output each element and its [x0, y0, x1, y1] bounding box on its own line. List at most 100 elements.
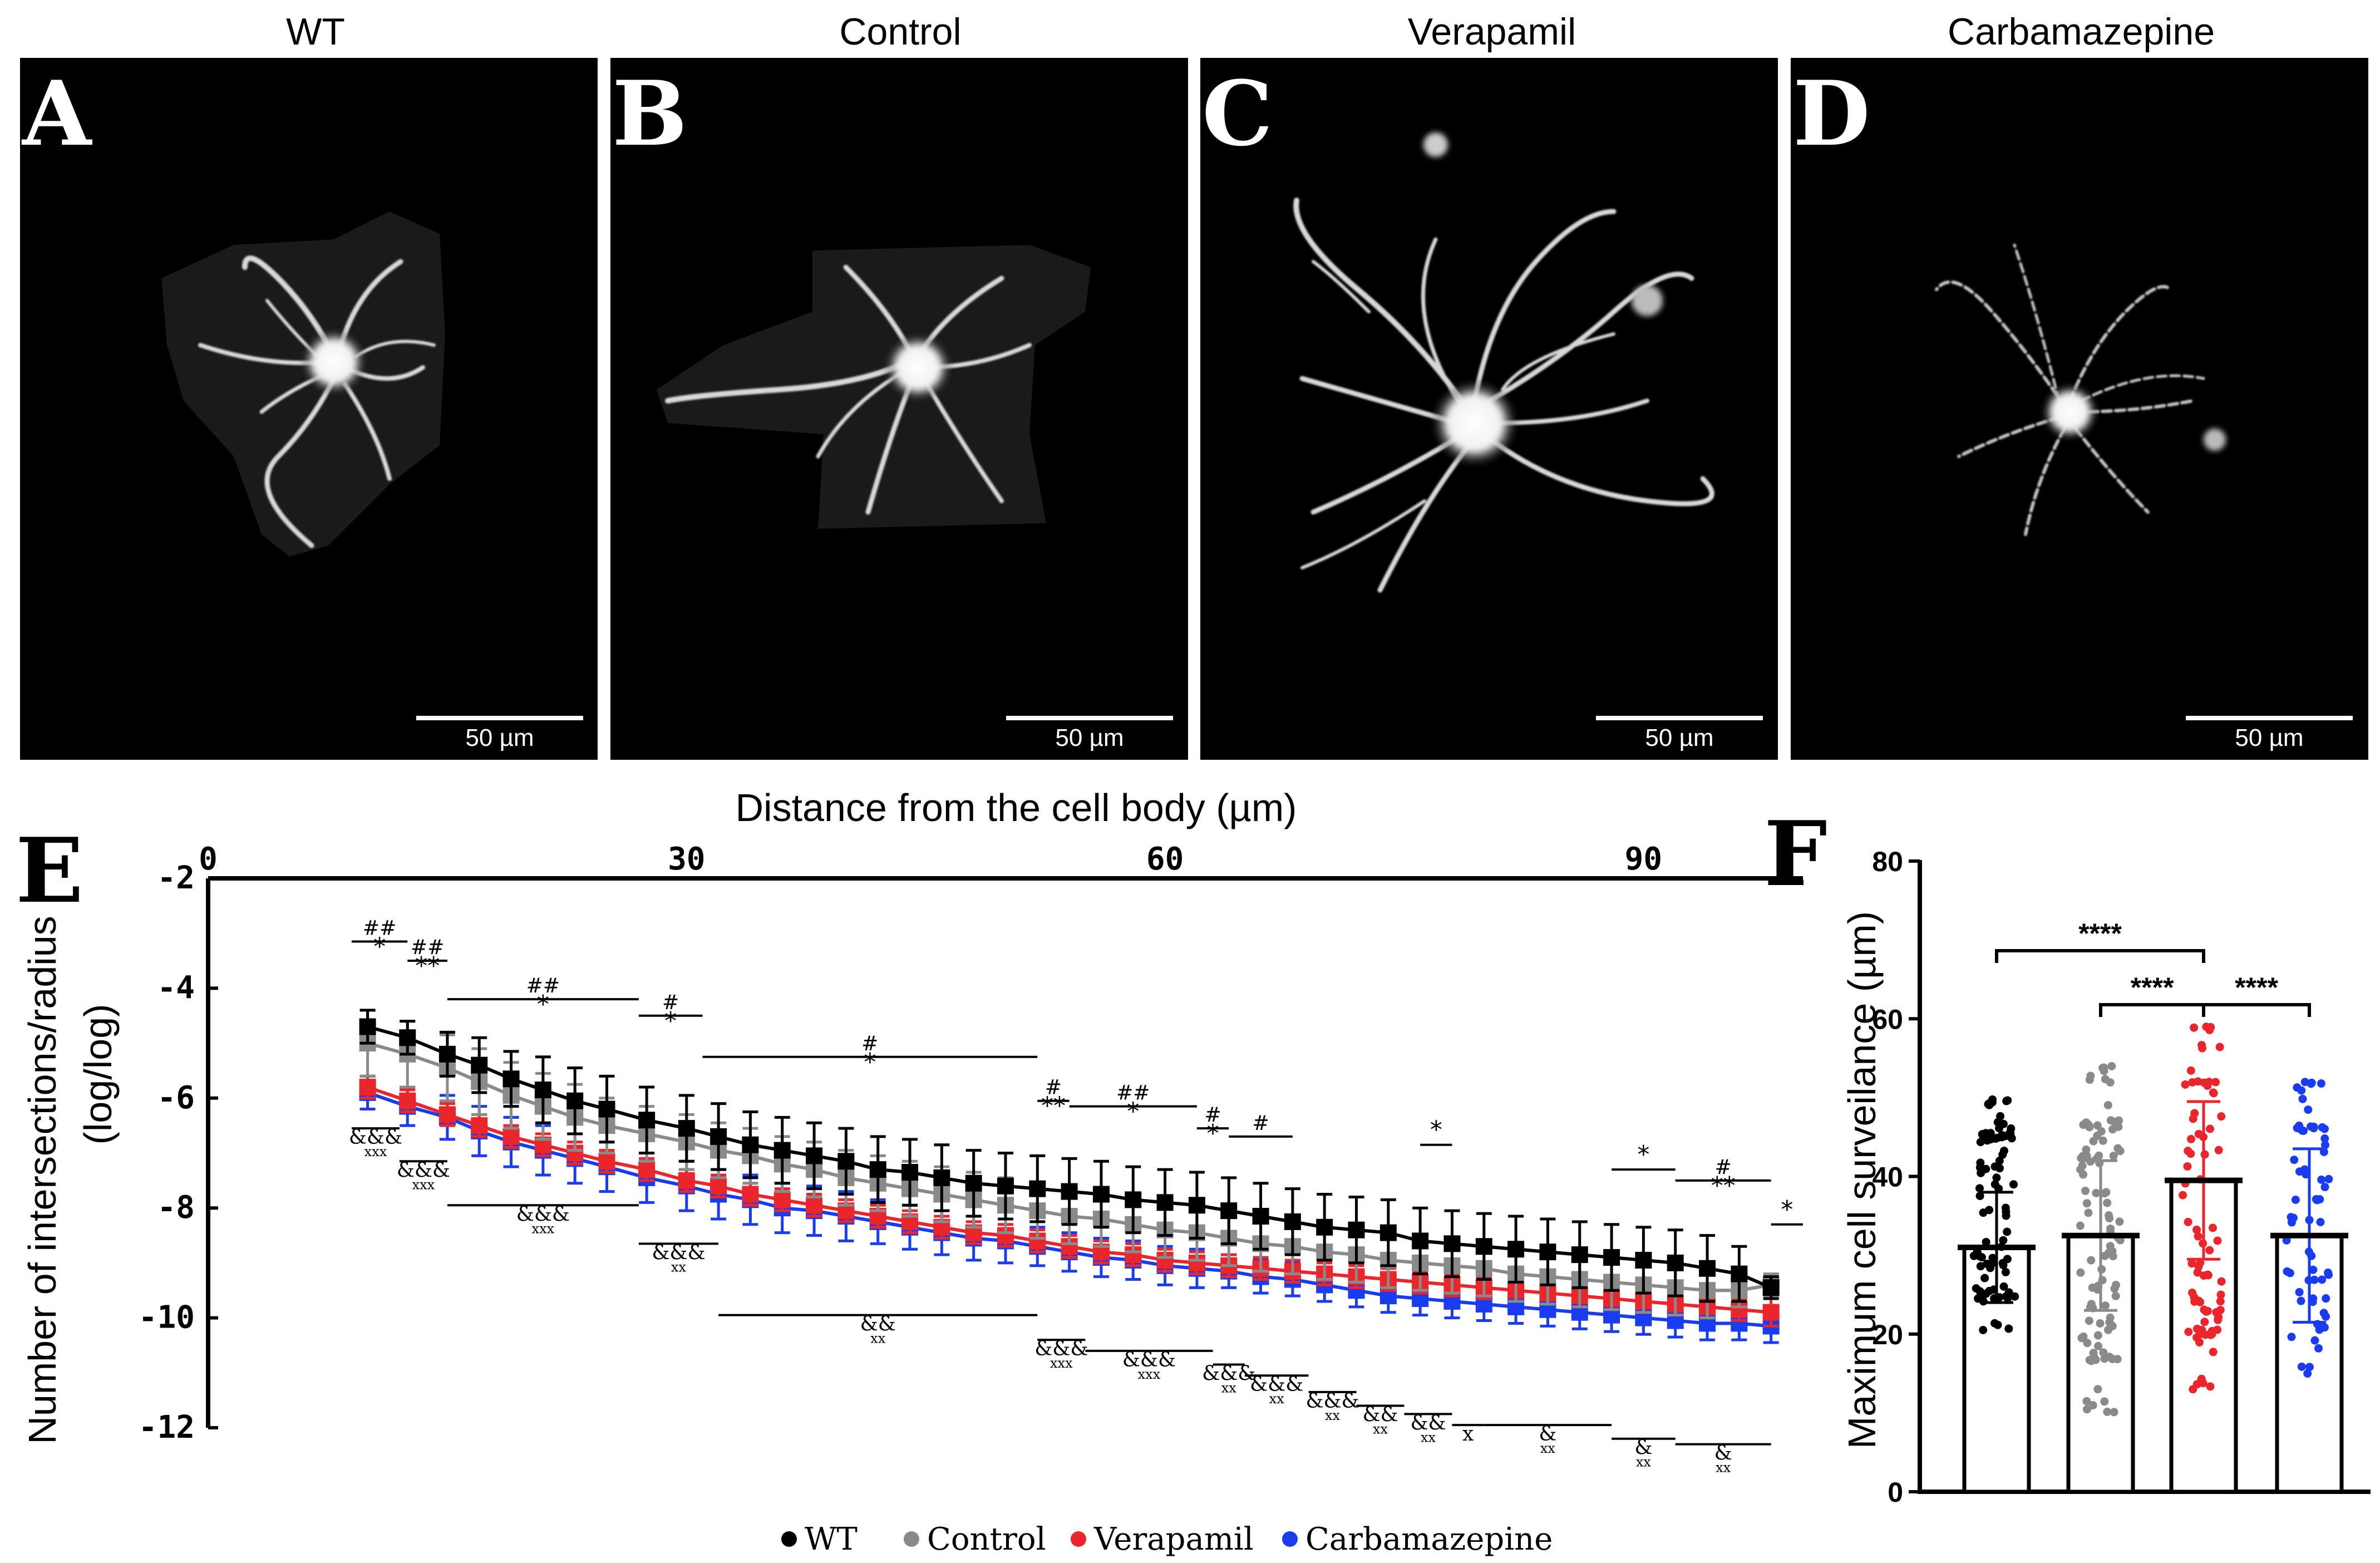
data-point [2297, 1296, 2305, 1305]
data-point [2104, 1325, 2113, 1334]
annotation-label: &&& [652, 1241, 705, 1264]
data-point [2089, 1349, 2098, 1358]
data-point [2303, 1369, 2312, 1378]
data-point [1999, 1282, 2008, 1291]
data-point [2184, 1328, 2193, 1336]
data-point [2082, 1145, 2091, 1154]
data-point [2088, 1401, 2097, 1410]
data-point [2305, 1363, 2314, 1372]
data-point [2108, 1354, 2117, 1363]
data-point [1985, 1099, 1994, 1108]
data-point [2002, 1211, 2011, 1220]
data-point [1980, 1274, 1989, 1282]
data-point [2324, 1174, 2333, 1183]
data-point [2093, 1331, 2102, 1340]
data-point [2011, 1292, 2019, 1301]
annotation-label: # [1252, 1112, 1269, 1135]
data-point [2115, 1217, 2124, 1226]
data-point [2189, 1385, 2197, 1394]
scale-label: 50 µm [2235, 724, 2303, 751]
data-point [2209, 1089, 2218, 1098]
data-point [1976, 1138, 1985, 1147]
annotation-label: # [1204, 1104, 1221, 1127]
data-point [2203, 1306, 2212, 1315]
panel-a-cell [161, 212, 445, 557]
data-point [2304, 1105, 2313, 1114]
data-point [2102, 1188, 2111, 1197]
data-point [2110, 1284, 2119, 1293]
data-point [2318, 1275, 2327, 1284]
annotation-label: xxx [364, 1144, 387, 1159]
data-point [2192, 1333, 2201, 1342]
panel-c-title: Verapamil [1408, 11, 1576, 53]
scale-label: 50 µm [465, 724, 534, 751]
significance-label: **** [2235, 972, 2278, 1003]
data-point [2098, 1064, 2107, 1073]
panel-c: Verapamil C 50 µm [1200, 11, 1778, 760]
annotation-label: # [861, 1033, 878, 1055]
significance-brackets: **** **** **** [1995, 918, 2311, 1017]
data-point [2194, 1232, 2202, 1241]
panel-e-chart: E Distance from the cell body (µm) Numbe… [16, 786, 1803, 1476]
data-point [2082, 1118, 2091, 1127]
data-point [2214, 1315, 2223, 1324]
data-point [2188, 1078, 2197, 1087]
data-point [2186, 1149, 2195, 1158]
data-point [2187, 1134, 2196, 1143]
legend-marker [904, 1531, 919, 1547]
y-tick-label: -6 [157, 1080, 195, 1116]
x-tick-label: 90 [1625, 841, 1662, 877]
data-point [2076, 1268, 2085, 1277]
y-axis-title-line1: Number of intersections/radius [21, 916, 64, 1444]
data-point [2107, 1061, 2116, 1070]
annotation-label: ** [1041, 1092, 1066, 1120]
bar-wt [1958, 1095, 2036, 1494]
legend-marker [781, 1531, 797, 1547]
annotation-label: * [373, 933, 386, 961]
y-tick-label: 60 [1872, 1004, 1903, 1035]
annotation-label: xx [870, 1331, 886, 1346]
data-point [1990, 1319, 1999, 1328]
data-point [2096, 1319, 2105, 1328]
significance-bracket [2099, 1003, 2205, 1017]
significance-annotations: ##* ##**##* #*#*#** ##* #* # ** #***&&&xxx&&&xx… [349, 917, 1803, 1476]
data-point [1990, 1162, 1999, 1171]
annotation-label: && [1362, 1404, 1398, 1427]
data-point [2206, 1382, 2215, 1391]
annotation-label: * [537, 990, 549, 1019]
data-point [2078, 1152, 2087, 1161]
data-point [2186, 1066, 2195, 1075]
data-point [2002, 1097, 2011, 1105]
significance-label: **** [2131, 972, 2174, 1003]
data-point [2076, 1221, 2085, 1230]
data-point [2110, 1117, 2119, 1126]
bar-control [2062, 1061, 2140, 1494]
data-point [2298, 1094, 2307, 1103]
data-point [1998, 1150, 2007, 1159]
panel-a: WT A 50 µm [20, 11, 598, 760]
data-point [2197, 1374, 2206, 1383]
panel-a-title: WT [286, 11, 345, 53]
data-point [2105, 1318, 2114, 1327]
data-point [1975, 1252, 1984, 1261]
data-point [2197, 1041, 2206, 1050]
data-point [2099, 1348, 2108, 1357]
data-point [2094, 1341, 2103, 1350]
data-point [2197, 1325, 2206, 1334]
annotation-label: xxx [1050, 1355, 1073, 1371]
annotation-label: & [1714, 1442, 1732, 1465]
data-point [2310, 1336, 2319, 1345]
data-point [2005, 1129, 2014, 1138]
annotation-label: xx [1269, 1391, 1285, 1407]
y-axis-title: Maximum cell surveilance (µm) [1840, 911, 1884, 1449]
annotation-label: x [1462, 1423, 1474, 1446]
data-point [2324, 1268, 2333, 1277]
annotation-label: & [1539, 1423, 1556, 1446]
significance-bracket [2202, 1003, 2311, 1017]
data-point [2307, 1122, 2315, 1131]
annotation-label: ## [363, 917, 396, 940]
data-point [2295, 1121, 2304, 1130]
data-point [2103, 1100, 2112, 1109]
data-point [2188, 1288, 2197, 1297]
annotation-label: * [1637, 1141, 1649, 1169]
